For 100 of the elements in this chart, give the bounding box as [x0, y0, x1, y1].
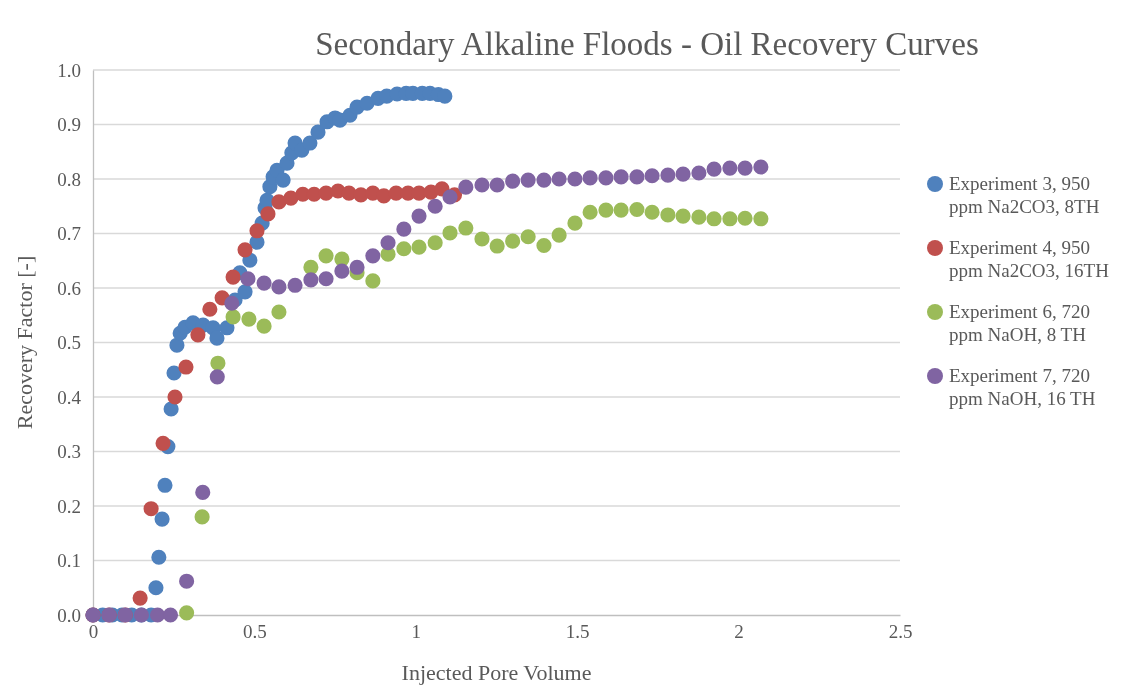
- point: [644, 168, 660, 184]
- point: [318, 248, 334, 264]
- y-tick-label: 1.0: [57, 59, 81, 81]
- point: [691, 209, 707, 225]
- point: [318, 271, 334, 287]
- point: [271, 194, 287, 210]
- point: [737, 210, 753, 226]
- point: [256, 275, 272, 291]
- point: [598, 170, 614, 186]
- point: [149, 607, 166, 623]
- point: [225, 309, 241, 325]
- point: [132, 590, 148, 606]
- point: [303, 272, 319, 288]
- point: [427, 235, 443, 251]
- point: [644, 204, 660, 220]
- point: [629, 201, 645, 218]
- point: [567, 171, 583, 187]
- point: [241, 311, 257, 327]
- point: [380, 235, 396, 251]
- point: [613, 202, 629, 218]
- point: [190, 327, 206, 343]
- point: [210, 355, 226, 371]
- point: [691, 165, 707, 181]
- y-tick-label: 0.6: [57, 277, 81, 299]
- point: [520, 229, 536, 245]
- x-tick-label: 0.5: [243, 621, 267, 643]
- point: [505, 173, 521, 189]
- chart-title: Secondary Alkaline Floods - Oil Recovery Curves: [315, 26, 979, 62]
- point: [148, 580, 164, 596]
- point: [722, 160, 738, 176]
- point: [536, 237, 552, 254]
- y-tick-label: 0.3: [57, 441, 81, 463]
- y-tick-label: 0.8: [57, 168, 81, 190]
- legend-label: Experiment 4, 950 ppm Na2CO3, 16TH: [949, 237, 1110, 281]
- point: [675, 166, 691, 182]
- point: [396, 221, 412, 237]
- point: [275, 172, 291, 188]
- point: [302, 135, 318, 151]
- point: [237, 284, 253, 300]
- point: [582, 204, 598, 220]
- point: [349, 259, 365, 275]
- point: [737, 160, 753, 176]
- point: [613, 169, 629, 185]
- point: [167, 389, 183, 405]
- point: [396, 241, 412, 257]
- point: [179, 605, 195, 621]
- point: [442, 225, 458, 241]
- point: [505, 233, 521, 249]
- point: [365, 273, 381, 289]
- y-tick-label: 0.2: [57, 495, 81, 517]
- point: [271, 279, 287, 295]
- point: [474, 231, 490, 247]
- point: [706, 211, 722, 227]
- point: [675, 208, 691, 224]
- y-tick-label: 0.9: [57, 114, 81, 136]
- point: [166, 365, 182, 381]
- y-tick-label: 0.5: [57, 332, 81, 354]
- point: [582, 170, 598, 186]
- point: [411, 239, 427, 255]
- point: [287, 277, 303, 293]
- legend-label: Experiment 7, 720 ppm NaOH, 16 TH: [949, 365, 1096, 409]
- point: [551, 227, 567, 243]
- point: [458, 220, 474, 236]
- point: [520, 172, 536, 188]
- point: [195, 484, 211, 500]
- point: [376, 188, 392, 204]
- point: [442, 189, 458, 205]
- y-tick-label: 0.4: [57, 386, 82, 408]
- point: [237, 242, 253, 258]
- point: [706, 161, 722, 177]
- point: [249, 223, 265, 239]
- point: [629, 169, 645, 185]
- point: [551, 171, 567, 187]
- point: [489, 238, 505, 254]
- point: [178, 359, 194, 375]
- point: [163, 401, 179, 417]
- x-tick-label: 1: [411, 621, 422, 643]
- point: [427, 198, 443, 214]
- x-tick-label: 1.5: [565, 621, 590, 643]
- point: [209, 369, 225, 385]
- point: [437, 88, 453, 104]
- point: [598, 202, 614, 218]
- point: [209, 330, 225, 346]
- point: [310, 124, 326, 140]
- point: [194, 509, 210, 525]
- y-tick-label: 0.7: [57, 223, 81, 245]
- x-tick-label: 0: [88, 621, 99, 643]
- y-tick-label: 0.1: [57, 550, 81, 572]
- point: [411, 208, 427, 224]
- point: [260, 206, 276, 222]
- point: [202, 301, 218, 317]
- x-tick-label: 2: [734, 621, 744, 643]
- point: [753, 211, 769, 227]
- point: [154, 511, 170, 527]
- point: [151, 549, 167, 565]
- point: [660, 207, 676, 223]
- point: [334, 263, 350, 279]
- point: [722, 211, 738, 227]
- legend-label: Experiment 3, 950 ppm Na2CO3, 8TH: [949, 173, 1100, 217]
- point: [162, 607, 179, 623]
